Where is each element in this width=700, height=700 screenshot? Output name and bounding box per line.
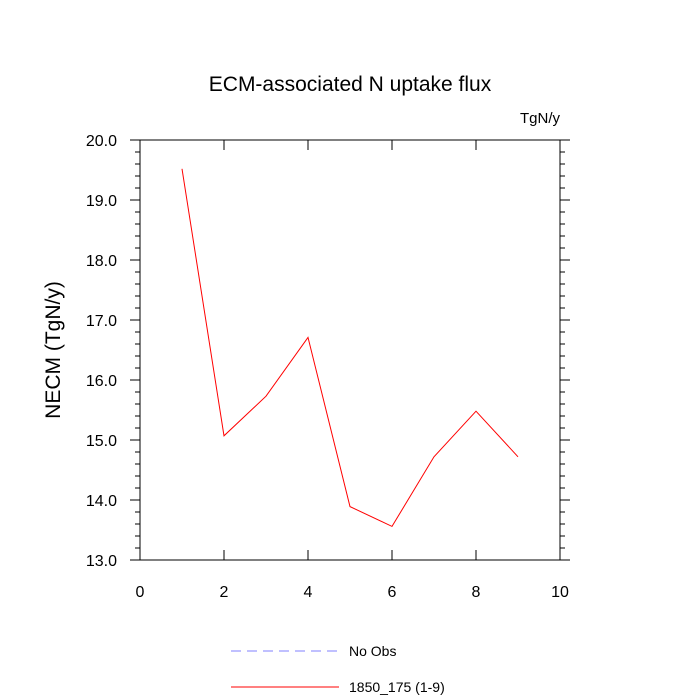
legend: No Obs 1850_175 (1-9) [231,643,445,695]
legend-label: 1850_175 (1-9) [349,679,445,695]
y-tick-label: 18.0 [86,253,117,270]
legend-label: No Obs [349,643,396,659]
x-tick-label: 4 [304,584,313,601]
y-tick-label: 20.0 [86,133,117,150]
x-tick-label: 0 [136,584,145,601]
y-tick-label: 13.0 [86,553,117,570]
x-tick-label: 10 [551,584,569,601]
units-label: TgN/y [520,110,561,127]
x-tick-label: 6 [388,584,397,601]
plot-frame [140,140,560,560]
axis-ticks: 0 2 4 6 8 10 13.0 14.0 15.0 16.0 17.0 18.0 19.0 20.0 [86,133,570,601]
series-line [182,169,518,527]
series-layer [182,169,518,527]
x-tick-label: 8 [472,584,481,601]
x-tick-label: 2 [220,584,229,601]
y-tick-label: 14.0 [86,493,117,510]
y-axis-label: NECM (TgN/y) [42,281,65,419]
y-tick-label: 15.0 [86,433,117,450]
chart-title: ECM-associated N uptake flux [209,73,492,96]
y-tick-label: 16.0 [86,373,117,390]
y-tick-label: 19.0 [86,193,117,210]
y-tick-label: 17.0 [86,313,117,330]
